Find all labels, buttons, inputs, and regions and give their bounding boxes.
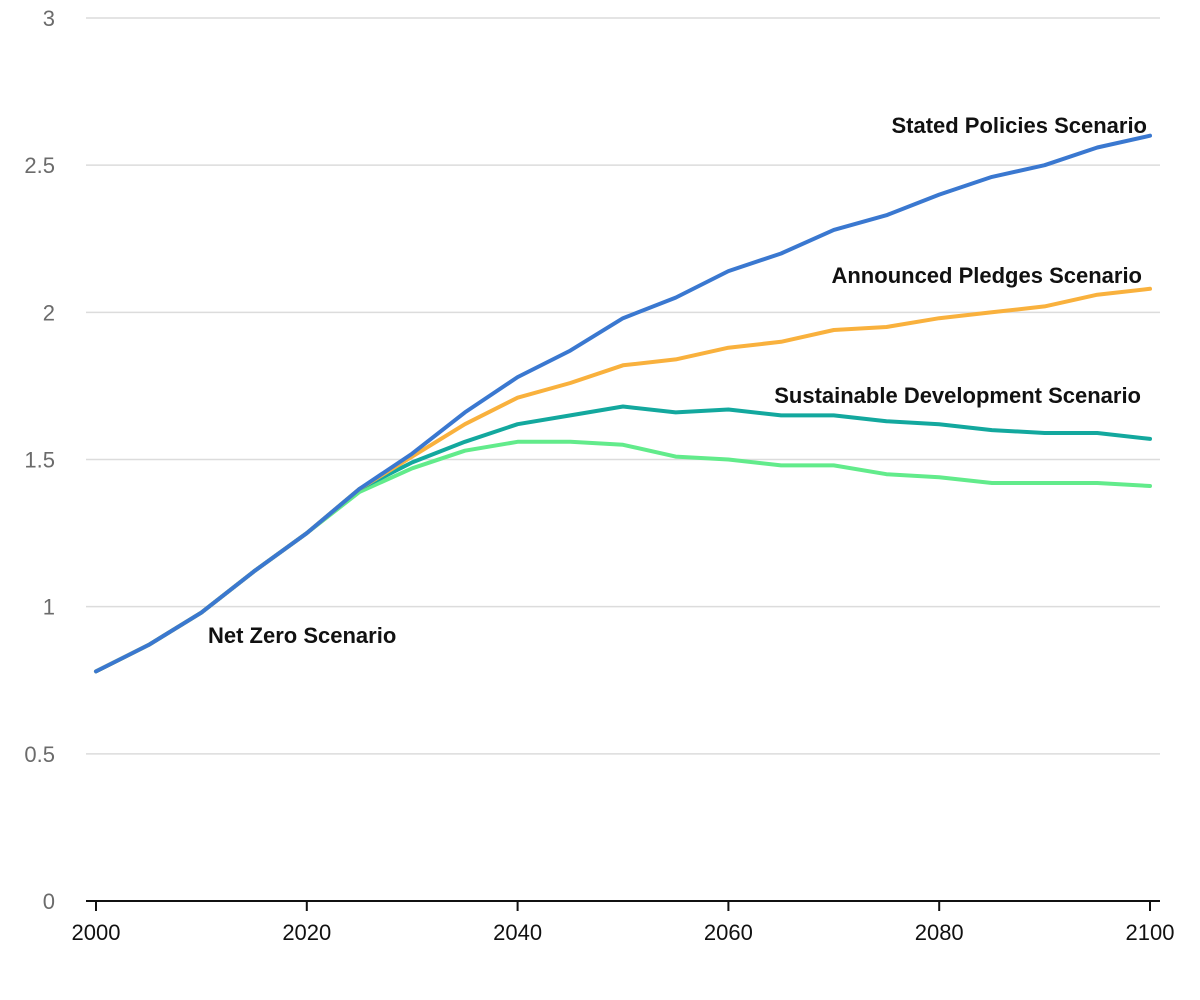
- y-tick-label: 0.5: [24, 742, 55, 767]
- x-tick-label: 2080: [915, 920, 964, 945]
- axis-layer: 0 0.5 1 1.5 2 2.5 3 2000 2020 2040 2060 2080 2100: [24, 6, 1174, 945]
- label-layer: Stated Policies Scenario Announced Pledg…: [208, 113, 1147, 648]
- y-tick-label: 1.5: [24, 448, 55, 473]
- y-tick-label: 2.5: [24, 153, 55, 178]
- y-tick-label: 0: [43, 889, 55, 914]
- series-line-stated-policies-scenario: [94, 133, 1152, 674]
- grid-layer: [86, 17, 1160, 755]
- series-line-announced-pledges-scenario: [94, 286, 1152, 674]
- label-net-zero: Net Zero Scenario: [208, 623, 396, 648]
- label-sustainable-development: Sustainable Development Scenario: [774, 383, 1141, 408]
- label-announced-pledges: Announced Pledges Scenario: [831, 263, 1142, 288]
- x-tick-label: 2020: [282, 920, 331, 945]
- x-tick-label: 2040: [493, 920, 542, 945]
- x-tick-label: 2000: [72, 920, 121, 945]
- y-tick-label: 2: [43, 300, 55, 325]
- y-tick-label: 3: [43, 6, 55, 31]
- y-tick-label: 1: [43, 595, 55, 620]
- series-layer: [94, 133, 1152, 674]
- x-tick-label: 2060: [704, 920, 753, 945]
- x-tick-label: 2100: [1126, 920, 1175, 945]
- label-stated-policies: Stated Policies Scenario: [891, 113, 1147, 138]
